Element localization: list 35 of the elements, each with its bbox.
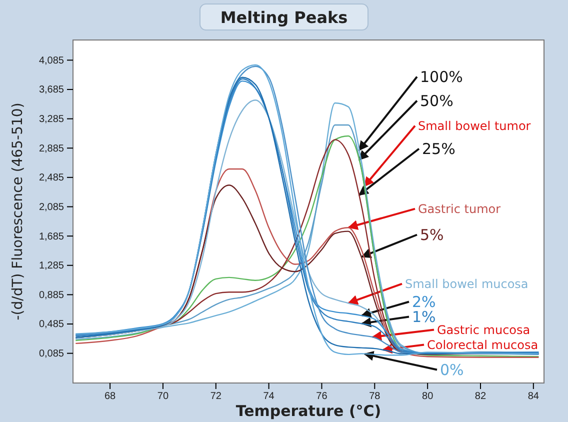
text: 100% [420,68,463,86]
y-axis-title: -(d/dT) Fluorescence (465-510) [10,102,26,320]
text: 25% [422,140,456,158]
y-tick-label: 1,685 [38,231,64,242]
series-label: Gastric mucosa [437,323,530,337]
x-tick-label: 76 [316,391,328,402]
chart-title: Melting Peaks [220,8,348,27]
text: 2% [412,293,436,311]
y-tick-label: 0,885 [38,290,64,301]
text: Small bowel mucosa [405,277,528,291]
y-tick-label: 0,085 [38,348,64,360]
text: 5% [420,226,444,244]
text: 50% [420,92,454,110]
y-tick-label: 2,085 [38,202,64,213]
series-label: 1% [412,308,436,326]
x-tick-label: 68 [104,391,116,402]
x-tick-label: 70 [157,391,169,402]
y-tick-label: 3,685 [38,84,64,96]
y-tick-label: 3,285 [38,114,64,125]
y-tick-label: 2,485 [38,172,64,184]
x-tick-label: 78 [369,391,381,402]
x-tick-label: 82 [474,391,486,402]
x-tick-label: 74 [263,391,275,402]
text: Gastric tumor [418,202,501,216]
y-tick-label: 2,885 [38,143,64,154]
x-tick-label: 80 [422,391,434,402]
series-label: Colorectal mucosa [427,338,538,352]
y-tick-label: 1,285 [38,260,64,272]
x-tick-label: 84 [528,391,540,402]
y-tick-label: 4,085 [38,55,64,66]
text: Small bowel tumor [418,119,531,133]
y-tick-label: 0,485 [38,319,64,330]
series-label: 0% [440,361,464,379]
x-axis-title: Temperature (°C) [236,402,382,420]
x-tick-label: 72 [210,391,222,402]
